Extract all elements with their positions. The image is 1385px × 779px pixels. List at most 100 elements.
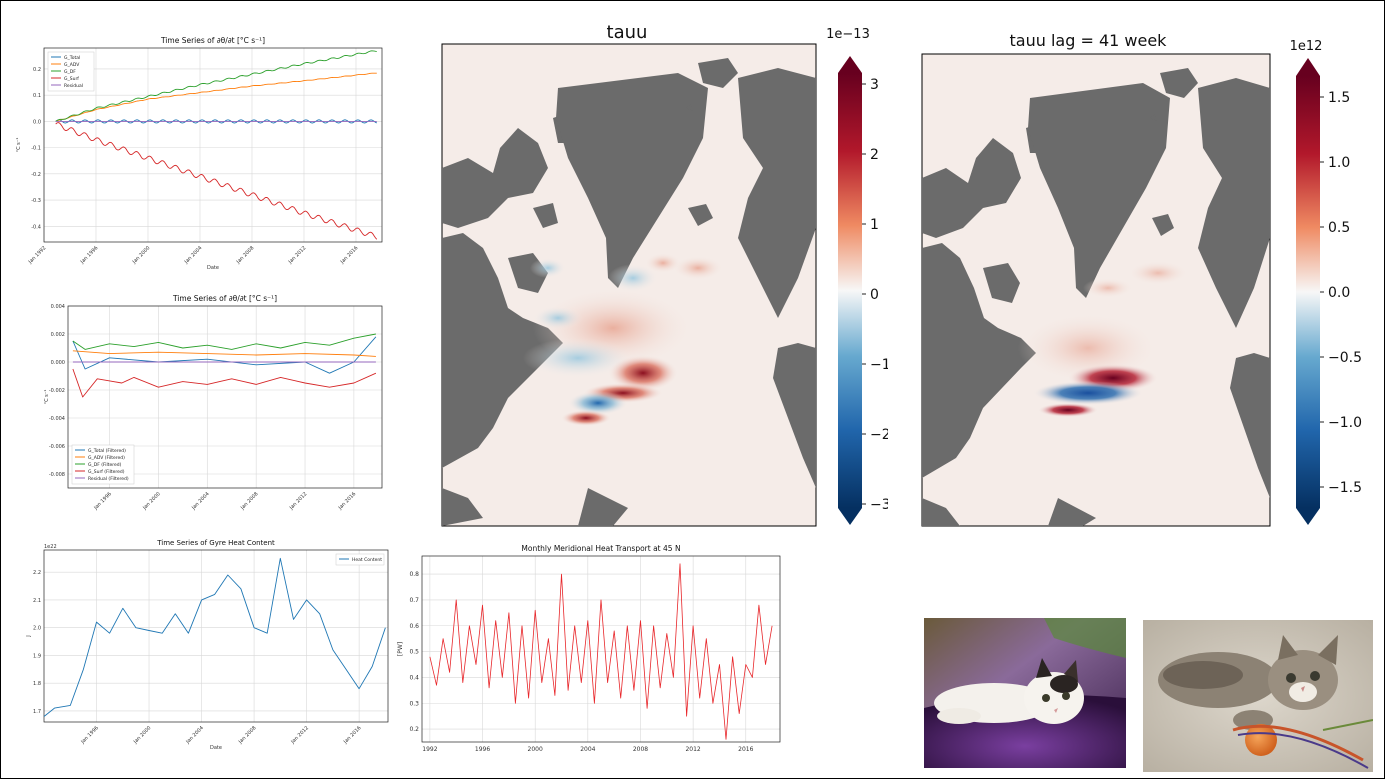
heat-legend-label: Heat Content bbox=[352, 557, 382, 563]
mht-plot-frame bbox=[421, 555, 781, 743]
colorbar-tick-label: 2 bbox=[870, 147, 879, 163]
heat-series-line-0 bbox=[43, 557, 386, 717]
filtered-xtick-label: Jan 2004 bbox=[190, 491, 211, 512]
filtered-timeseries-chart: Time Series of ∂θ/∂t [°C s⁻¹] 0.004 0.002 0… bbox=[42, 292, 392, 514]
filtered-legend-label: Residual (Filtered) bbox=[88, 476, 129, 482]
heat-ytick-label: 1.8 bbox=[33, 681, 41, 687]
budget-ytick-label: -0.3 bbox=[31, 198, 41, 204]
budget-ytick-label: -0.2 bbox=[31, 172, 41, 178]
tauu-map-area bbox=[441, 43, 817, 527]
budget-chart-svg: Time Series of ∂θ/∂t [°C s⁻¹] 0.2 0.1 0.0 -0… bbox=[16, 36, 383, 271]
mht-xtick-label: 1992 bbox=[422, 746, 437, 753]
kitten-2-illustration bbox=[1143, 620, 1373, 772]
mht-ytick-label: 0.2 bbox=[409, 726, 419, 733]
mht-ylabel: [PW] bbox=[397, 642, 404, 656]
colorbar-tick-label: 1 bbox=[870, 217, 879, 233]
colorbar-tick-label: −1.5 bbox=[1328, 480, 1362, 496]
heat-y-scale-note: 1e22 bbox=[44, 544, 57, 550]
kitten-photo-1 bbox=[924, 618, 1126, 768]
tauu-lag-map-title: tauu lag = 41 week bbox=[1010, 31, 1168, 50]
budget-ytick-label: 0.1 bbox=[33, 93, 41, 99]
filtered-xtick-label: Jan 2008 bbox=[239, 491, 260, 512]
colorbar-tick-label: 1.0 bbox=[1328, 155, 1350, 171]
heat-xtick-label: Jan 2004 bbox=[184, 725, 205, 746]
budget-ylabel: °C s⁻¹ bbox=[16, 138, 22, 153]
filtered-xtick-label: Jan 1996 bbox=[92, 491, 113, 512]
heat-ytick-label: 1.7 bbox=[33, 709, 41, 715]
filtered-xtick-label: Jan 2012 bbox=[288, 491, 309, 512]
mht-xtick-label: 1996 bbox=[475, 746, 490, 753]
filtered-legend-label: G_ADV (Filtered) bbox=[88, 455, 125, 461]
budget-title: Time Series of ∂θ/∂t [°C s⁻¹] bbox=[160, 36, 265, 45]
heat-transport-chart: Monthly Meridional Heat Transport at 45 … bbox=[392, 540, 786, 760]
filtered-xtick-label: Jan 2000 bbox=[141, 491, 162, 512]
budget-series-line-2 bbox=[55, 50, 377, 122]
mht-title: Monthly Meridional Heat Transport at 45 … bbox=[521, 544, 680, 553]
budget-series-line-3 bbox=[55, 122, 378, 240]
colorbar-tick-label: −3 bbox=[870, 497, 888, 513]
heat-content-chart: Time Series of Gyre Heat Content 2.2 2.1 2.… bbox=[24, 536, 394, 752]
mht-ytick-label: 0.5 bbox=[409, 649, 419, 656]
tauu-anomaly-field bbox=[523, 253, 723, 426]
filtered-ytick-label: -0.008 bbox=[49, 472, 65, 478]
filtered-series-line-3 bbox=[72, 368, 377, 398]
heat-ytick-label: 2.2 bbox=[33, 570, 41, 576]
mht-ytick-label: 0.3 bbox=[409, 700, 419, 707]
budget-plot-frame bbox=[43, 47, 383, 243]
colorbar-tick-label: 0 bbox=[870, 287, 879, 303]
filtered-legend-label: G_DF (Filtered) bbox=[88, 462, 122, 468]
filtered-series-line-2 bbox=[72, 333, 376, 350]
tauu-lag-colorbar-offset: 1e12 bbox=[1290, 39, 1323, 54]
filtered-chart-svg: Time Series of ∂θ/∂t [°C s⁻¹] 0.004 0.002 0… bbox=[44, 294, 383, 512]
kitten-1-illustration bbox=[924, 618, 1126, 768]
tauu-colorbar: 1e−13 3 2 1 0 −1 −2 −3 bbox=[826, 27, 888, 525]
budget-series-line-0 bbox=[55, 119, 377, 124]
heat-xtick-label: Jan 2000 bbox=[132, 725, 153, 746]
filtered-ytick-label: -0.004 bbox=[49, 416, 65, 422]
filtered-xtick-label: Jan 2016 bbox=[337, 491, 358, 512]
budget-xtick-label: Jan 2012 bbox=[287, 245, 308, 266]
tauu-map-title: tauu bbox=[607, 22, 648, 43]
heat-title: Time Series of Gyre Heat Content bbox=[156, 539, 275, 547]
filtered-legend-label: G_Surf (Filtered) bbox=[88, 469, 125, 475]
tauu-lag-anomaly-field bbox=[1018, 261, 1188, 417]
mht-ytick-label: 0.4 bbox=[409, 674, 419, 681]
heat-xtick-label: Jan 1996 bbox=[79, 725, 100, 746]
colorbar-tick-label: 0.5 bbox=[1328, 220, 1350, 236]
filtered-ytick-label: -0.006 bbox=[49, 444, 65, 450]
mht-chart-svg: Monthly Meridional Heat Transport at 45 … bbox=[397, 544, 781, 753]
mht-xtick-label: 2004 bbox=[580, 746, 595, 753]
tauu-lag-colorbar: 1e12 1.5 1.0 0.5 0.0 −0.5 −1.0 −1.5 bbox=[1290, 39, 1362, 525]
filtered-ytick-label: -0.002 bbox=[49, 388, 65, 394]
colorbar-tick-label: 0.0 bbox=[1328, 285, 1350, 301]
heat-xtick-label: Jan 2008 bbox=[237, 725, 258, 746]
heat-xtick-label: Jan 2012 bbox=[289, 725, 310, 746]
heat-chart-svg: Time Series of Gyre Heat Content 2.2 2.1 2.… bbox=[26, 539, 389, 751]
tauu-lag-map-area bbox=[921, 53, 1271, 527]
mht-xtick-label: 2008 bbox=[633, 746, 648, 753]
filtered-ytick-label: 0.002 bbox=[51, 332, 65, 338]
filtered-title: Time Series of ∂θ/∂t [°C s⁻¹] bbox=[172, 294, 277, 303]
budget-xtick-label: Jan 2004 bbox=[183, 245, 204, 266]
mht-xtick-label: 2016 bbox=[738, 746, 753, 753]
tauu-map-svg: tauu bbox=[441, 22, 888, 527]
heat-legend-box bbox=[335, 553, 385, 566]
mht-series-line-0 bbox=[429, 563, 773, 740]
mht-ytick-label: 0.8 bbox=[409, 571, 419, 578]
budget-xlabel: Date bbox=[207, 265, 219, 271]
land-masses bbox=[442, 58, 816, 526]
mht-xtick-label: 2012 bbox=[685, 746, 700, 753]
colorbar-tick-label: 3 bbox=[870, 77, 879, 93]
mht-ytick-label: 0.7 bbox=[409, 597, 419, 604]
budget-xtick-label: Jan 2008 bbox=[235, 245, 256, 266]
budget-ytick-label: -0.1 bbox=[31, 146, 41, 152]
tauu-lag-map-panel: tauu lag = 41 week bbox=[918, 18, 1368, 530]
budget-xtick-label: Jan 2016 bbox=[339, 245, 360, 266]
budget-legend-label: G_Surf bbox=[64, 76, 79, 82]
budget-series-line-1 bbox=[55, 72, 377, 122]
budget-xtick-label: Jan 2000 bbox=[131, 245, 152, 266]
tauu-colorbar-offset: 1e−13 bbox=[826, 27, 870, 42]
filtered-series-line-1 bbox=[72, 350, 376, 357]
colorbar-tick-label: −0.5 bbox=[1328, 350, 1362, 366]
tauu-map-panel: tauu bbox=[438, 18, 888, 530]
